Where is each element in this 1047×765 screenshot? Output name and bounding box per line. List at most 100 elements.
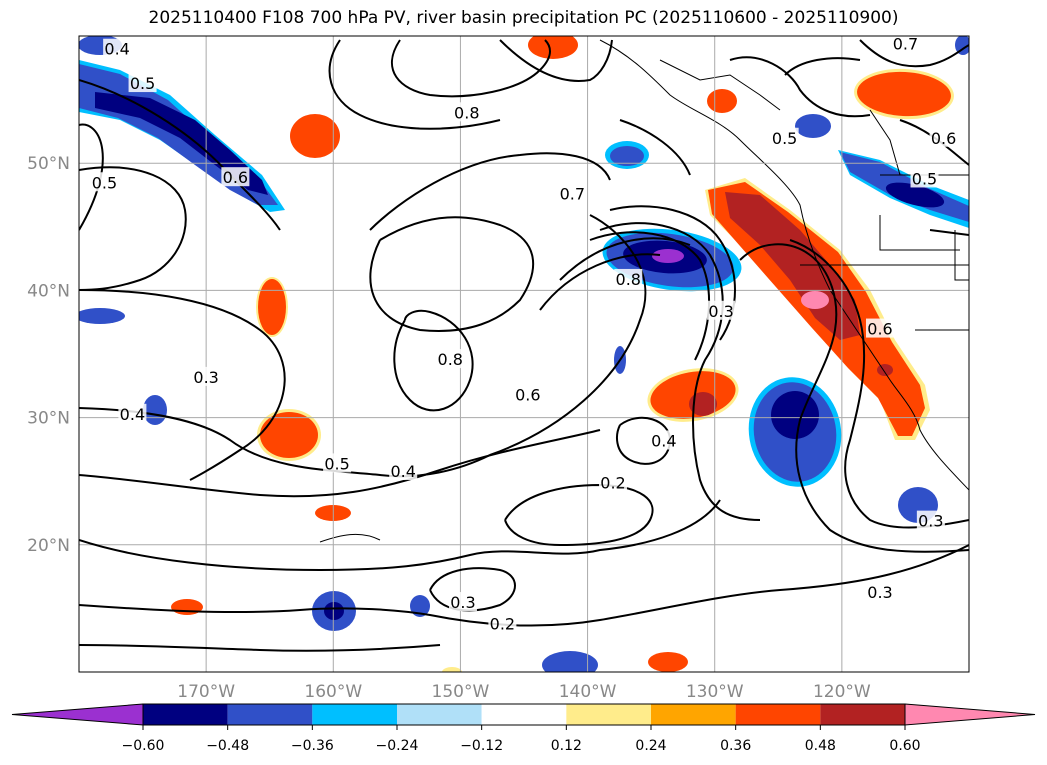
contour-label-bg-22 xyxy=(866,318,894,338)
pv-contour-3 xyxy=(79,289,286,481)
neg-dot-a xyxy=(143,395,167,425)
pv-contour-6 xyxy=(369,152,611,231)
pv-contour-2 xyxy=(79,166,187,291)
pv-contour-13 xyxy=(79,544,969,627)
pos-g xyxy=(171,599,203,615)
contour-label-bg-24 xyxy=(866,581,894,601)
contour-label: 0.5 xyxy=(772,129,797,148)
precip-pc-fills xyxy=(79,36,969,672)
pv-contour-1 xyxy=(79,79,281,231)
map-frame xyxy=(78,35,970,673)
x-tick-label: 120°W xyxy=(813,682,871,702)
y-tick-label: 20°N xyxy=(27,536,70,556)
pv-contour-24 xyxy=(789,239,969,529)
contour-label: 0.6 xyxy=(931,129,956,148)
x-tick-label: 140°W xyxy=(559,682,617,702)
contour-label-bg-16 xyxy=(707,300,736,320)
y-tick-label: 50°N xyxy=(27,154,70,174)
contour-label: 0.3 xyxy=(193,368,218,387)
colorbar-segment xyxy=(143,704,228,725)
pv-contour-0 xyxy=(79,123,104,231)
y-tick-label: 30°N xyxy=(27,409,70,429)
pv-contour-7 xyxy=(369,216,534,332)
x-tick-label: 150°W xyxy=(432,682,490,702)
contour-label-bg-9 xyxy=(323,453,352,473)
contour-label: 0.8 xyxy=(454,103,479,122)
neg-dot-d xyxy=(410,595,430,617)
contour-label-bg-18 xyxy=(770,127,799,147)
colorbar-segment xyxy=(397,704,482,725)
neg-dot-f xyxy=(542,651,598,672)
contour-label-bg-3 xyxy=(221,167,250,187)
contour-label: 0.3 xyxy=(867,583,892,602)
contour-label-bg-6 xyxy=(614,268,643,288)
colorbar-tick-label: 0.36 xyxy=(720,738,751,754)
pv-contour-25 xyxy=(619,119,691,176)
contour-label: 0.4 xyxy=(104,40,129,59)
contour-label: 0.4 xyxy=(120,405,145,424)
colorbar-tick-label: −0.48 xyxy=(206,738,249,754)
colorbar-extend-low xyxy=(11,703,144,726)
contour-label-bg-19 xyxy=(910,168,939,188)
pv-contours xyxy=(79,39,969,652)
contour-label: 0.6 xyxy=(223,168,248,187)
neg-dot-e xyxy=(79,308,125,324)
colorbar-tick-label: −0.12 xyxy=(460,738,503,754)
colorbar-tick-label: −0.24 xyxy=(376,738,419,754)
neg-small-b xyxy=(610,146,644,166)
y-tick-labels: 20°N 30°N 40°N 50°N xyxy=(27,154,70,556)
contour-label-bg-7 xyxy=(436,349,465,369)
contour-label: 0.6 xyxy=(867,320,892,339)
contour-label-bg-13 xyxy=(599,472,627,492)
coastline-6 xyxy=(954,230,969,281)
coastline-0 xyxy=(599,39,969,491)
contour-label-bg-21 xyxy=(891,33,920,53)
contour-label-bg-4 xyxy=(452,102,481,122)
pv-contour-22 xyxy=(539,253,661,311)
colorbar-frame xyxy=(142,703,906,726)
contour-label: 0.3 xyxy=(708,302,733,321)
coastline-8 xyxy=(319,533,381,543)
chart-title: 2025110400 F108 700 hPa PV, river basin … xyxy=(148,8,899,28)
contour-label-bg-5 xyxy=(558,183,587,203)
x-tick-label: 130°W xyxy=(686,682,744,702)
pv-contour-19 xyxy=(599,222,761,521)
pv-contour-26 xyxy=(729,56,871,118)
colorbar-segment xyxy=(481,704,567,725)
contour-label: 0.6 xyxy=(515,386,540,405)
colorbar-tick-label: 0.24 xyxy=(635,738,666,754)
contour-label: 0.2 xyxy=(490,615,515,634)
contour-label-bg-12 xyxy=(118,403,147,423)
colorbar-tick-label: 0.48 xyxy=(805,738,836,754)
colorbar-segment xyxy=(312,704,397,725)
pv-contour-23 xyxy=(739,243,969,553)
colorbar-tick-label: 0.12 xyxy=(551,738,582,754)
pv-contour-16 xyxy=(504,483,654,547)
contour-label-bg-1 xyxy=(128,73,157,93)
contour-label: 0.4 xyxy=(651,431,676,450)
x-tick-labels: 170°W 160°W 150°W 140°W 130°W 120°W xyxy=(177,682,871,702)
contour-label: 0.8 xyxy=(616,270,641,289)
pv-contour-5 xyxy=(79,429,601,498)
x-tick-label: 170°W xyxy=(177,682,235,702)
contour-label: 0.5 xyxy=(324,454,349,473)
contour-label: 0.3 xyxy=(450,593,475,612)
pos-coast-spot xyxy=(877,364,893,376)
neg-central-peak xyxy=(652,249,684,263)
pv-contour-labels: 0.40.50.5 0.60.80.70.80.80.60.5 0.40.30.40… xyxy=(90,33,958,634)
pos-e-core xyxy=(689,392,717,416)
coastline-3 xyxy=(879,215,960,251)
pv-contour-8 xyxy=(393,309,474,412)
pv-contour-10 xyxy=(390,39,551,98)
pos-small-a xyxy=(707,89,737,113)
pv-contour-4 xyxy=(79,214,647,478)
colorbar-segment xyxy=(227,704,313,725)
colorbar-segment xyxy=(566,704,651,725)
contour-label: 0.5 xyxy=(912,169,937,188)
pos-h xyxy=(648,652,688,672)
pos-ne xyxy=(857,71,951,117)
pos-i xyxy=(442,667,462,672)
neg-ne-small xyxy=(795,114,831,138)
contour-label-bg-8 xyxy=(513,384,542,404)
